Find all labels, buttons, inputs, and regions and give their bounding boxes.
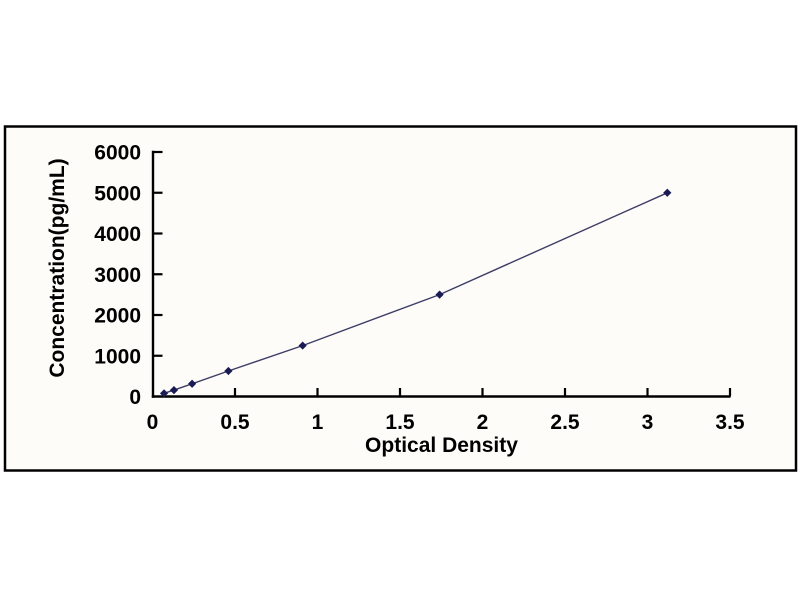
data-point-marker: [224, 366, 233, 376]
x-axis-ticks: 0 0.5 1 1.5 2 2.5 3 3.5: [147, 388, 745, 434]
y-tick-label: 3000: [94, 264, 141, 287]
data-point-marker: [663, 188, 672, 197]
data-point-marker: [298, 341, 307, 350]
x-tick-label: 2.5: [550, 411, 580, 434]
y-axis-ticks: 0 1000 2000 3000 4000 5000 6000: [94, 142, 163, 409]
x-axis-title: Optical Density: [365, 434, 518, 457]
data-point-marker: [435, 290, 444, 299]
y-tick-label: 4000: [94, 223, 141, 246]
x-tick-label: 1.5: [385, 411, 415, 434]
y-tick-label: 6000: [94, 142, 141, 165]
chart-frame: [3, 125, 798, 472]
x-tick-label: 2: [477, 411, 489, 434]
x-tick-label: 0.5: [220, 411, 250, 434]
x-tick-label: 1: [312, 411, 324, 434]
y-tick-label: 1000: [94, 345, 141, 368]
y-tick-label: 0: [129, 386, 141, 409]
y-axis-title: Concentration(pg/mL): [46, 158, 69, 377]
data-point-marker: [188, 379, 197, 388]
x-tick-label: 0: [147, 411, 159, 434]
y-tick-label: 5000: [94, 182, 141, 205]
x-tick-label: 3.5: [715, 411, 745, 434]
y-tick-label: 2000: [94, 305, 141, 328]
data-series: [159, 188, 672, 398]
data-point-marker: [159, 389, 169, 398]
x-tick-label: 3: [642, 411, 654, 434]
data-point-marker: [169, 386, 179, 395]
